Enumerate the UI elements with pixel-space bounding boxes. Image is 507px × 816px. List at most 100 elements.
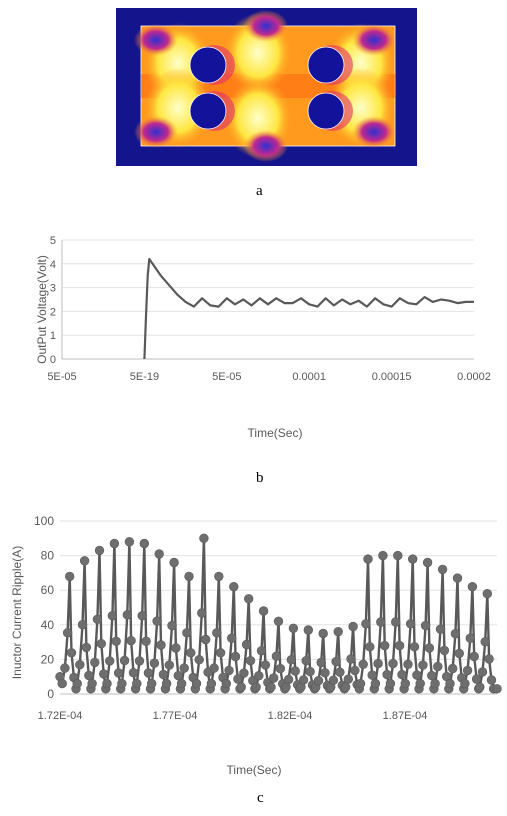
- data-point: [454, 648, 464, 659]
- y-tick-label: 40: [41, 618, 55, 632]
- data-point: [92, 614, 103, 625]
- data-point: [134, 656, 145, 666]
- data-point: [365, 642, 375, 652]
- y-tick-label: 2: [50, 306, 56, 318]
- data-point: [139, 538, 150, 549]
- data-point: [452, 573, 463, 583]
- data-point: [467, 581, 478, 592]
- data-point: [424, 643, 435, 653]
- data-point: [241, 639, 252, 650]
- data-point: [209, 663, 219, 673]
- data-point: [143, 668, 154, 678]
- data-point: [427, 670, 437, 681]
- data-point: [450, 628, 461, 639]
- data-point: [141, 636, 151, 647]
- data-point: [301, 656, 311, 666]
- data-point: [486, 675, 497, 685]
- data-point: [475, 682, 485, 692]
- conductor: [307, 46, 345, 84]
- data-point: [236, 682, 246, 692]
- data-point: [335, 667, 345, 677]
- data-point: [119, 655, 130, 666]
- y-tick-label: 80: [41, 549, 55, 563]
- data-point: [283, 674, 294, 685]
- x-tick-label: 5E-05: [47, 371, 76, 383]
- data-point: [154, 549, 164, 559]
- data-point: [206, 678, 217, 689]
- data-point: [96, 639, 107, 649]
- data-point: [164, 660, 175, 670]
- data-point: [227, 633, 237, 643]
- field-low-region: [244, 10, 288, 42]
- data-point: [477, 667, 488, 677]
- field-low-region: [134, 24, 178, 56]
- x-tick-label: 0.0001: [292, 371, 326, 383]
- data-point: [126, 635, 136, 646]
- inductor-current-chart: 0 20 40 60 80 100 1.72E-04 1.77E-04 1.82E-04 1.87…: [0, 510, 507, 785]
- y-tick-label: 20: [41, 652, 55, 666]
- data-point: [303, 625, 313, 635]
- data-point: [104, 656, 115, 666]
- data-point: [313, 676, 324, 686]
- data-point: [350, 665, 360, 676]
- data-point: [128, 668, 139, 678]
- data-point: [361, 619, 371, 629]
- x-tick-label: 1.87E-04: [383, 710, 428, 722]
- data-point: [418, 660, 428, 670]
- data-point: [79, 556, 90, 566]
- field-simulation-figure: [116, 8, 417, 166]
- data-point: [340, 682, 351, 692]
- data-point: [62, 628, 73, 638]
- data-point: [320, 668, 330, 678]
- data-point: [316, 657, 326, 668]
- data-point: [400, 678, 410, 689]
- data-point: [81, 642, 92, 653]
- y-tick-label: 0: [47, 687, 54, 701]
- data-point: [258, 606, 269, 616]
- x-tick-label: 1.82E-04: [268, 710, 313, 722]
- data-point: [385, 678, 396, 689]
- data-point: [448, 663, 458, 674]
- output-voltage-plot: 0 1 2 3 4 5 5E-05 5E-19 5E-05 0.0001 0.00015 0.0002…: [35, 235, 491, 440]
- data-point: [75, 660, 85, 670]
- data-point: [367, 670, 377, 680]
- x-tick-label: 1.72E-04: [38, 710, 83, 722]
- data-point: [288, 623, 299, 634]
- data-point: [435, 624, 446, 634]
- data-point: [214, 571, 224, 582]
- y-axis-label: Inuctor Current Ripple(A): [10, 546, 24, 679]
- y-tick-label: 1: [50, 330, 56, 342]
- data-point: [260, 660, 271, 670]
- conductor: [307, 92, 345, 130]
- data-point: [197, 608, 207, 618]
- data-point: [460, 678, 470, 689]
- data-point: [239, 668, 249, 678]
- data-point: [152, 616, 162, 626]
- data-point: [391, 617, 401, 627]
- data-point: [269, 673, 279, 683]
- data-point: [408, 554, 418, 564]
- data-point: [376, 617, 386, 627]
- data-point: [358, 659, 368, 670]
- data-point: [87, 678, 97, 689]
- data-point: [430, 678, 440, 689]
- data-point: [445, 678, 455, 689]
- y-tick-label: 60: [41, 583, 55, 597]
- data-point: [117, 678, 127, 689]
- y-tick-label: 0: [50, 354, 56, 366]
- data-point: [388, 658, 398, 669]
- data-point: [173, 670, 184, 681]
- data-point: [437, 564, 448, 575]
- data-point: [355, 678, 366, 689]
- data-point: [382, 669, 392, 680]
- data-point: [124, 537, 135, 547]
- data-point: [266, 682, 276, 692]
- data-point: [409, 642, 420, 652]
- y-tick-label: 5: [50, 235, 56, 247]
- data-point: [184, 571, 194, 582]
- data-point: [298, 675, 309, 685]
- field-low-region: [244, 130, 288, 162]
- y-tick-label: 3: [50, 283, 56, 295]
- data-point: [462, 665, 473, 676]
- data-point: [393, 550, 403, 561]
